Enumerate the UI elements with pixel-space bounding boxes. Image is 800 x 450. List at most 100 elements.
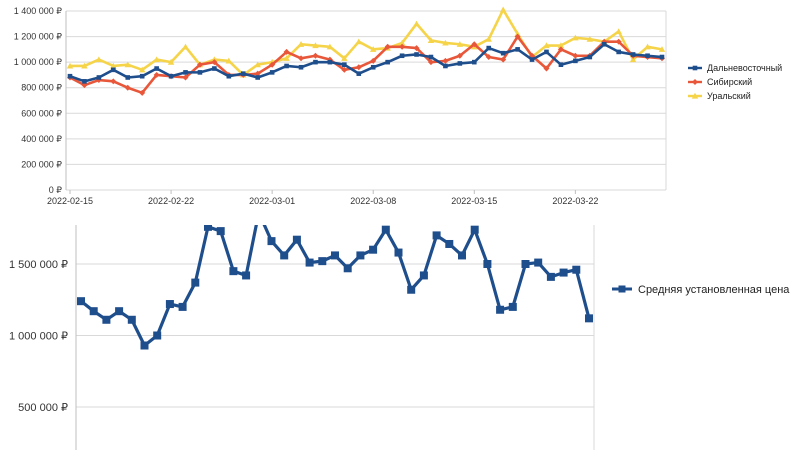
bottom-data-point (369, 245, 378, 254)
top-data-point (254, 61, 261, 68)
top-data-point (471, 41, 478, 48)
top-data-point (471, 59, 477, 65)
bottom-data-point (89, 307, 98, 316)
top-data-point (413, 45, 420, 52)
top-data-point (182, 43, 189, 50)
top-data-point (385, 59, 390, 65)
bottom-data-point (356, 251, 365, 260)
bottom-data-point (508, 302, 517, 311)
top-data-point (572, 52, 579, 59)
bottom-legend-swatch-marker (618, 285, 626, 293)
top-data-point (298, 55, 305, 62)
top-data-point (370, 57, 377, 64)
top-x-tick-label: 2022-03-22 (552, 196, 598, 206)
top-data-point (587, 54, 593, 60)
top-data-point (399, 53, 405, 59)
top-data-point (616, 49, 621, 55)
top-data-point (659, 54, 665, 60)
top-data-point (644, 43, 651, 50)
top-data-point (211, 59, 218, 66)
regional-price-line-chart: 0 ₽ 200 000 ₽ 400 000 ₽ 600 000 ₽ 800 000 ₽ 1… (14, 6, 782, 206)
top-data-point (369, 46, 377, 52)
top-data-point (183, 70, 188, 75)
bottom-data-point (191, 278, 200, 287)
top-data-point (139, 73, 145, 79)
top-data-point (111, 67, 116, 73)
bottom-data-point (432, 231, 441, 240)
bottom-data-point (242, 271, 251, 280)
top-y-tick-label: 1 000 000 ₽ (14, 57, 63, 67)
bottom-data-point (445, 239, 454, 248)
bottom-data-point (292, 235, 301, 244)
top-data-point (124, 61, 131, 68)
top-data-point (442, 39, 449, 46)
top-legend-label: Дальневосточный (707, 63, 782, 73)
top-data-point (298, 64, 304, 70)
top-x-tick-label: 2022-02-15 (47, 196, 93, 206)
top-data-point (312, 52, 319, 59)
bottom-data-point (318, 257, 327, 266)
top-data-point (326, 43, 334, 50)
bottom-data-point (331, 251, 339, 260)
bottom-data-point (458, 251, 466, 260)
top-x-tick-label: 2022-03-01 (249, 196, 295, 206)
bottom-data-point (534, 258, 543, 267)
bottom-data-point (229, 267, 238, 276)
bottom-data-point (470, 225, 479, 234)
top-data-point (284, 63, 289, 69)
top-data-point (66, 62, 74, 69)
top-data-point (413, 20, 420, 27)
bottom-data-point (394, 248, 403, 257)
top-data-point (615, 28, 622, 35)
bottom-data-point (153, 331, 162, 340)
top-data-point (399, 43, 406, 50)
bottom-data-point (127, 315, 136, 324)
top-data-point (255, 75, 261, 80)
top-legend-label: Уральский (707, 91, 751, 101)
top-y-tick-label: 800 000 ₽ (21, 83, 62, 93)
top-data-point (297, 41, 305, 47)
top-data-point (485, 35, 492, 42)
top-y-tick-label: 600 000 ₽ (21, 108, 62, 118)
top-data-point (313, 59, 318, 65)
top-data-point (110, 78, 117, 85)
bottom-y-tick-label: 1 000 000 ₽ (9, 331, 68, 343)
bottom-data-point (585, 314, 593, 323)
top-x-tick-label: 2022-03-08 (350, 196, 396, 206)
top-data-point (558, 62, 564, 67)
top-data-point (384, 43, 391, 50)
top-data-point (456, 41, 464, 47)
top-data-point (457, 61, 463, 66)
bottom-data-point (381, 225, 390, 234)
top-data-point (586, 35, 594, 42)
top-data-point (427, 37, 435, 43)
bottom-data-point (77, 297, 85, 306)
top-data-point (154, 66, 159, 71)
top-data-point (486, 45, 492, 51)
top-y-tick-label: 0 ₽ (49, 185, 63, 195)
top-data-point (125, 75, 131, 80)
bottom-y-tick-label: 500 000 ₽ (18, 402, 68, 414)
top-y-tick-label: 400 000 ₽ (21, 134, 62, 144)
top-data-point (529, 57, 535, 62)
top-data-point (153, 56, 160, 63)
top-series-group (66, 6, 666, 96)
top-x-tick-label: 2022-02-22 (148, 196, 194, 206)
top-data-point (543, 65, 550, 72)
top-y-tick-label: 1 400 000 ₽ (14, 6, 63, 16)
bottom-data-point (419, 271, 428, 280)
top-data-point (443, 63, 448, 69)
top-data-point (557, 42, 565, 49)
top-y-tick-label: 1 200 000 ₽ (14, 32, 63, 42)
top-data-point (601, 41, 607, 47)
bottom-data-point (559, 268, 568, 277)
top-data-point (427, 59, 434, 66)
bottom-data-point (178, 302, 187, 311)
top-data-point (196, 61, 203, 68)
bottom-data-point (204, 225, 212, 231)
top-y-axis-ticks: 0 ₽ 200 000 ₽ 400 000 ₽ 600 000 ₽ 800 000 ₽ 1… (14, 6, 63, 195)
top-data-point (500, 50, 506, 56)
bottom-data-point (267, 237, 276, 246)
top-data-point (167, 58, 175, 65)
top-x-tick-label: 2022-03-15 (451, 196, 497, 206)
